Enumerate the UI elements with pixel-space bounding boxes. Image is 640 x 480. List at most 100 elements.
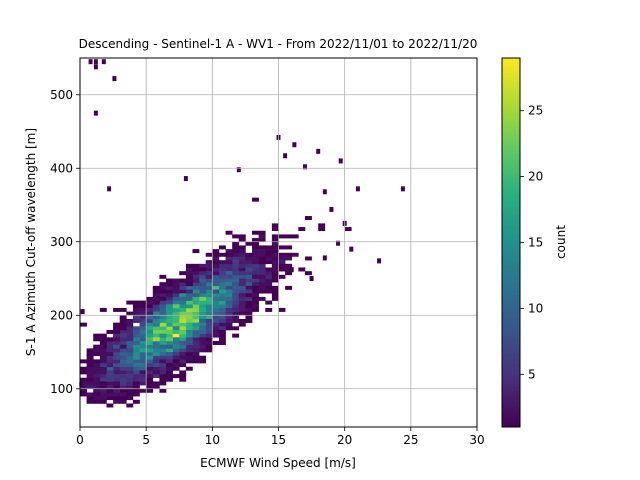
heatmap-cell (93, 363, 101, 368)
heatmap-cell (205, 341, 213, 345)
heatmap-cell (271, 274, 279, 279)
heatmap-cell (245, 278, 253, 283)
heatmap-cell (93, 352, 101, 356)
heatmap-cell (146, 318, 154, 323)
heatmap-cell (278, 307, 286, 312)
heatmap-cell (126, 322, 134, 327)
heatmap-cell (132, 370, 140, 375)
heatmap-cell (106, 396, 114, 401)
heatmap-cell (126, 403, 134, 408)
heatmap-cell (225, 249, 233, 254)
heatmap-cell (80, 366, 87, 371)
heatmap-cell (159, 296, 167, 301)
heatmap-cell (139, 304, 147, 309)
heatmap-cell (238, 278, 246, 283)
x-tick-label: 10 (205, 433, 220, 447)
heatmap-cell (185, 348, 193, 353)
heatmap-cell (225, 274, 233, 279)
heatmap-cell (152, 289, 160, 294)
heatmap-cell (93, 374, 101, 379)
colorbar-tick-label: 5 (528, 367, 536, 381)
heatmap-cell (199, 322, 207, 327)
heatmap-cell (199, 274, 207, 279)
heatmap-cell (304, 271, 312, 276)
heatmap-cell (252, 197, 259, 202)
heatmap-cell (126, 388, 134, 393)
heatmap-cell (113, 355, 120, 360)
heatmap-cell (245, 267, 253, 272)
heatmap-cell (199, 341, 207, 345)
heatmap-cell (271, 245, 279, 250)
heatmap-cell (126, 392, 134, 397)
heatmap-cell (159, 388, 167, 393)
heatmap-cell (106, 374, 114, 379)
heatmap-cell (185, 307, 193, 312)
heatmap-cell (218, 329, 226, 334)
heatmap-cell (119, 315, 127, 320)
heatmap-cell (212, 307, 220, 312)
outlier-cell (292, 142, 297, 148)
heatmap-cell (245, 256, 253, 261)
heatmap-cell (218, 296, 226, 301)
heatmap-cell (126, 352, 134, 356)
heatmap-cell (218, 289, 226, 294)
heatmap-cell (225, 315, 233, 320)
heatmap-cell (132, 304, 140, 309)
heatmap-cell (113, 381, 120, 386)
heatmap-cell (185, 337, 193, 342)
heatmap-cell (99, 363, 107, 368)
heatmap-cell (232, 293, 240, 298)
heatmap-cell (99, 396, 107, 401)
heatmap-cell (192, 307, 200, 312)
heatmap-cell (119, 370, 127, 375)
heatmap-cell (212, 278, 220, 283)
heatmap-cell (252, 274, 259, 279)
heatmap-cell (192, 304, 200, 309)
heatmap-cell (146, 322, 154, 327)
heatmap-cell (205, 337, 213, 342)
heatmap-cell (285, 263, 293, 268)
heatmap-cell (252, 285, 259, 290)
heatmap-cell (146, 385, 154, 390)
heatmap-cell (185, 329, 193, 334)
heatmap-cell (179, 363, 187, 368)
heatmap-cell (132, 374, 140, 379)
heatmap-cell (218, 326, 226, 331)
heatmap-cell (199, 271, 207, 276)
heatmap-cell (93, 333, 101, 338)
heatmap-cell (232, 271, 240, 276)
heatmap-cell (212, 329, 220, 334)
heatmap-cell (218, 278, 226, 283)
heatmap-cell (99, 307, 107, 312)
heatmap-cell (252, 282, 259, 287)
heatmap-cell (179, 278, 187, 283)
heatmap-cell (212, 326, 220, 331)
outlier-cell (93, 110, 98, 116)
heatmap-cell (126, 329, 134, 334)
heatmap-cell (159, 337, 167, 342)
heatmap-cell (232, 245, 240, 250)
heatmap-cell (86, 352, 94, 356)
colorbar-axis: 5 10 15 20 25 (520, 104, 543, 381)
heatmap-cell (146, 337, 154, 342)
y-axis-label: S-1 A Azimuth Cut-off wavelength [m] (24, 128, 38, 356)
heatmap-cell (159, 326, 167, 331)
heatmap-cell (99, 333, 107, 338)
heatmap-cell (199, 267, 207, 272)
heatmap-cell (225, 289, 233, 294)
heatmap-cell (146, 370, 154, 375)
heatmap-cell (159, 363, 167, 368)
heatmap-cell (205, 300, 213, 305)
heatmap-cell (106, 341, 114, 345)
heatmap-cell (218, 311, 226, 316)
heatmap-cell (152, 315, 160, 320)
heatmap-cell (212, 293, 220, 298)
heatmap-cell (119, 329, 127, 334)
heatmap-cell (225, 252, 233, 257)
heatmap-cell (199, 285, 207, 290)
heatmap-cell (225, 278, 233, 283)
heatmap-cell (212, 285, 220, 290)
heatmap-cell (258, 249, 266, 254)
heatmap-cell (205, 293, 213, 298)
heatmap-cell (99, 399, 107, 404)
